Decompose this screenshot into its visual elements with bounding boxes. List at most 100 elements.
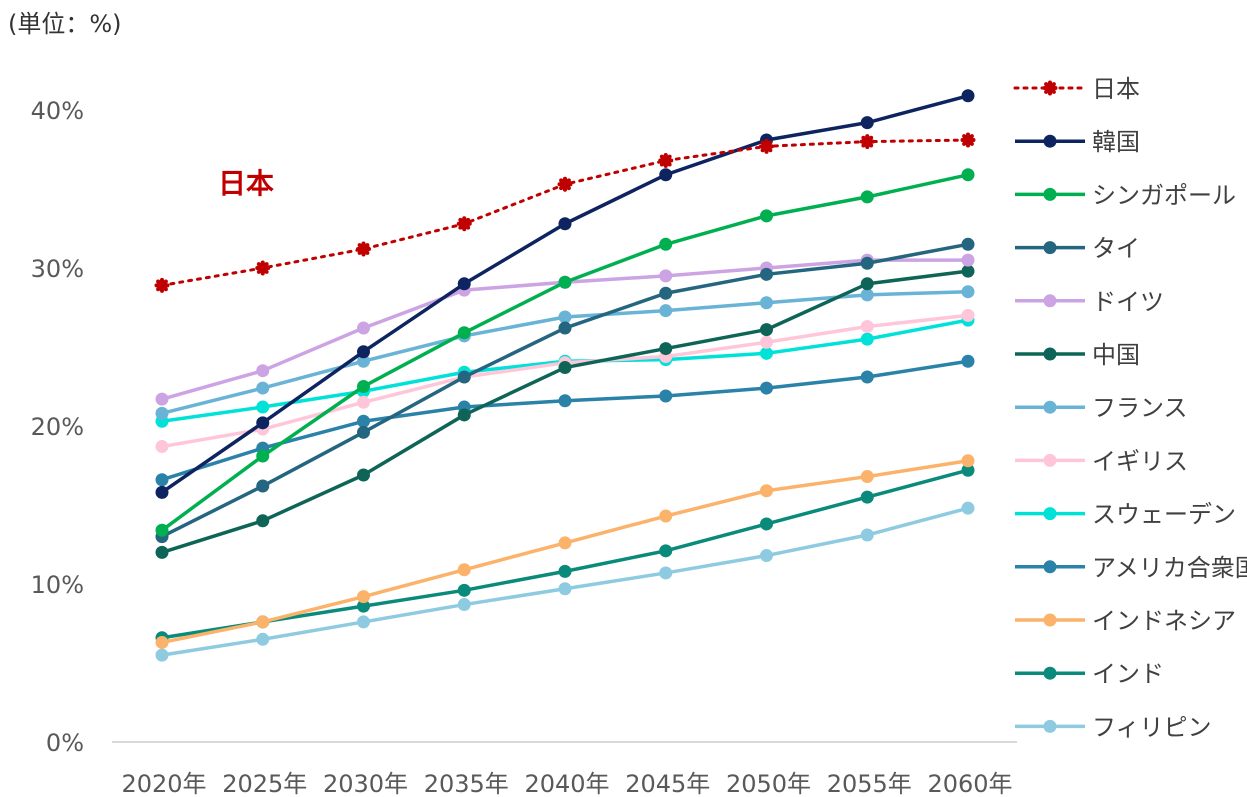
legend-label: 韓国 <box>1092 128 1140 156</box>
y-tick-label: 20% <box>31 413 84 441</box>
data-point <box>357 321 370 335</box>
data-point <box>760 296 773 310</box>
data-point <box>256 416 270 430</box>
legend-label: インド <box>1092 660 1164 688</box>
data-point <box>457 583 471 597</box>
legend-marker-tooth <box>1042 86 1047 90</box>
data-point-tooth <box>266 266 271 270</box>
series-path <box>160 506 970 657</box>
data-point <box>256 514 270 528</box>
x-axis: 2020年 2025年 2030年 2035年 2040年 2045年 2050年 2055年… <box>121 770 1012 797</box>
data-point-tooth <box>770 144 774 149</box>
data-point-tooth <box>861 135 866 140</box>
legend-label: アメリカ合衆国 <box>1092 554 1247 582</box>
x-tick-label: 2045年 <box>625 770 710 797</box>
data-point-tooth <box>859 139 864 144</box>
data-point <box>357 380 370 393</box>
data-point-tooth <box>667 162 672 167</box>
data-point-tooth <box>466 225 471 230</box>
data-point-tooth <box>361 252 366 257</box>
data-point-tooth <box>365 250 370 255</box>
data-point-tooth <box>663 153 668 158</box>
data-point <box>457 370 471 384</box>
legend-marker-tooth <box>1048 91 1052 96</box>
y-tick-label: 10% <box>31 571 84 599</box>
data-point <box>860 277 874 291</box>
data-point-tooth <box>365 243 370 248</box>
data-point-tooth <box>357 250 362 255</box>
data-point <box>457 598 471 612</box>
data-point-tooth <box>869 143 874 148</box>
data-point <box>860 528 874 542</box>
y-tick-label: 30% <box>31 255 84 283</box>
data-point-tooth <box>156 279 161 284</box>
legend-item: イギリス <box>1015 447 1188 475</box>
data-point-tooth <box>264 262 269 267</box>
data-point <box>659 237 673 251</box>
x-tick-label: 2040年 <box>524 770 609 797</box>
data-point <box>558 275 572 289</box>
series-path <box>160 359 970 482</box>
legend-item: 韓国 <box>1015 128 1140 156</box>
series-line <box>155 354 975 487</box>
data-point <box>357 599 370 613</box>
data-point <box>659 304 673 318</box>
data-point <box>961 454 975 468</box>
legend-label: ドイツ <box>1092 288 1164 316</box>
data-point <box>256 632 270 646</box>
legend-item: シンガポール <box>1015 181 1236 209</box>
legend-label: スウェーデン <box>1092 501 1236 529</box>
data-point-tooth <box>563 187 567 192</box>
data-point <box>256 449 270 463</box>
data-point <box>155 635 169 649</box>
data-point-tooth <box>759 144 763 149</box>
legend-marker <box>1043 134 1057 148</box>
legend-item: タイ <box>1015 235 1140 263</box>
legend-marker <box>1043 560 1057 574</box>
data-point-tooth <box>467 221 472 226</box>
data-point <box>558 582 572 596</box>
data-point <box>659 342 673 356</box>
unit-label: (単位：%) <box>8 10 122 38</box>
legend-marker <box>1043 613 1057 627</box>
legend-marker <box>1043 400 1057 414</box>
data-point <box>760 323 773 337</box>
data-point <box>961 308 975 322</box>
data-point <box>860 319 874 333</box>
data-point <box>760 549 773 563</box>
x-tick-label: 2055年 <box>827 770 912 797</box>
y-tick-label: 40% <box>31 97 84 125</box>
data-point-tooth <box>861 143 866 148</box>
data-point-tooth <box>361 241 366 246</box>
legend-marker-tooth <box>1048 80 1052 85</box>
data-point-tooth <box>760 148 765 153</box>
data-point-tooth <box>566 186 571 191</box>
data-point <box>457 563 471 577</box>
data-point-tooth <box>256 262 261 267</box>
legend-marker <box>1043 719 1057 733</box>
data-point-tooth <box>264 269 269 274</box>
data-point <box>256 615 270 629</box>
data-point <box>860 256 874 270</box>
data-point-tooth <box>458 217 463 222</box>
data-point <box>457 408 471 422</box>
data-point <box>659 566 673 580</box>
data-point-tooth <box>966 143 970 148</box>
data-point <box>860 490 874 504</box>
data-point-tooth <box>568 182 573 187</box>
data-point-tooth <box>760 140 765 145</box>
data-point-tooth <box>960 138 965 143</box>
data-point <box>760 484 773 498</box>
data-point-tooth <box>667 154 672 159</box>
series-line <box>155 89 975 499</box>
data-point-tooth <box>966 132 970 137</box>
legend-marker <box>1043 666 1057 680</box>
legend-marker <box>1043 347 1057 361</box>
data-point-tooth <box>356 247 360 252</box>
data-point <box>457 326 471 340</box>
legend-item: インドネシア <box>1015 607 1236 635</box>
x-tick-label: 2025年 <box>222 770 307 797</box>
data-point <box>256 479 270 493</box>
data-point <box>760 209 773 223</box>
